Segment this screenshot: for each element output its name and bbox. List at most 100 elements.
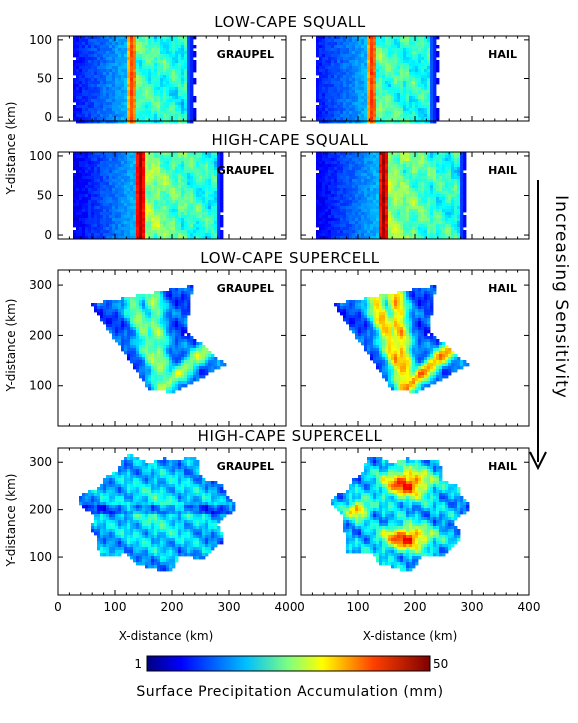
heatmap-cell (103, 93, 107, 97)
heatmap-cell (103, 114, 107, 118)
heatmap-cell (373, 78, 377, 82)
heatmap-cell (403, 158, 407, 162)
heatmap-cell (316, 152, 320, 156)
heatmap-cell (97, 120, 101, 124)
heatmap-cell (388, 155, 392, 159)
heatmap-cell (316, 99, 320, 103)
heatmap-cell (124, 81, 128, 85)
heatmap-cell (172, 188, 176, 192)
heatmap-cell (178, 236, 182, 240)
heatmap-cell (157, 42, 161, 46)
heatmap-cell (322, 209, 326, 213)
heatmap-cell (379, 203, 383, 207)
heatmap-cell (406, 114, 410, 118)
heatmap-cell (448, 164, 452, 168)
heatmap-cell (118, 203, 122, 207)
heatmap-cell (163, 117, 167, 121)
heatmap-cell (142, 206, 146, 210)
heatmap-cell (190, 120, 194, 124)
heatmap-cell (388, 185, 392, 189)
heatmap-cell (367, 117, 371, 121)
heatmap-cell (322, 39, 326, 43)
heatmap-cell (139, 161, 143, 165)
heatmap-cell (130, 42, 134, 46)
heatmap-cell (385, 105, 389, 109)
heatmap-cell (103, 200, 107, 204)
heatmap-cell (169, 161, 173, 165)
heatmap-cell (352, 72, 356, 76)
heatmap-cell (148, 81, 152, 85)
heatmap-cell (406, 164, 410, 168)
heatmap-cell (364, 75, 368, 79)
heatmap-cell (385, 81, 389, 85)
heatmap-cell (181, 224, 185, 228)
heatmap-cell (142, 212, 146, 216)
heatmap-cell (169, 90, 173, 94)
heatmap-cell (355, 155, 359, 159)
heatmap-cell (163, 191, 167, 195)
heatmap-cell (427, 105, 431, 109)
heatmap-cell (199, 170, 203, 174)
heatmap-cell (121, 197, 125, 201)
heatmap-cell (421, 170, 425, 174)
heatmap-cell (76, 173, 80, 177)
heatmap-cell (151, 114, 155, 118)
heatmap-cell (97, 176, 101, 180)
heatmap-cell (178, 170, 182, 174)
heatmap-cell (397, 54, 401, 58)
heatmap-cell (367, 179, 371, 183)
heatmap-cell (91, 111, 95, 115)
heatmap-cell (430, 63, 434, 67)
heatmap-cell (145, 194, 149, 198)
heatmap-cell (139, 48, 143, 52)
heatmap-cell (433, 179, 437, 183)
heatmap-cell (133, 227, 137, 231)
heatmap-cell (124, 215, 128, 219)
heatmap-cell (457, 155, 461, 159)
heatmap-cell (343, 48, 347, 52)
heatmap-cell (322, 111, 326, 115)
heatmap-cell (346, 102, 350, 106)
heatmap-cell (376, 66, 380, 70)
heatmap-cell (145, 218, 149, 222)
heatmap-cell (412, 179, 416, 183)
heatmap-cell (133, 188, 137, 192)
heatmap-cell (424, 182, 428, 186)
heatmap-cell (184, 212, 188, 216)
heatmap-cell (322, 51, 326, 55)
heatmap-cell (163, 212, 167, 216)
heatmap-cell (214, 191, 218, 195)
heatmap-cell (421, 45, 425, 49)
heatmap-cell (370, 182, 374, 186)
heatmap-cell (109, 36, 113, 40)
heatmap-cell (382, 167, 386, 171)
heatmap-cell (184, 72, 188, 76)
heatmap-cell (370, 176, 374, 180)
heatmap-cell (133, 218, 137, 222)
heatmap-cell (169, 200, 173, 204)
heatmap-cell (91, 203, 95, 207)
heatmap-cell (73, 191, 77, 195)
heatmap-cell (97, 45, 101, 49)
heatmap-cell (148, 87, 152, 91)
heatmap-cell (370, 111, 374, 115)
heatmap-cell (418, 66, 422, 70)
heatmap-cell (157, 48, 161, 52)
heatmap-cell (451, 194, 455, 198)
heatmap-cell (85, 155, 89, 159)
heatmap-cell (82, 105, 86, 109)
heatmap-cell (448, 170, 452, 174)
heatmap-cell (112, 191, 116, 195)
row-title-high-cape-squall: HIGH-CAPE SQUALL (212, 131, 369, 149)
heatmap-cell (376, 72, 380, 76)
heatmap-cell (397, 173, 401, 177)
heatmap-cell (136, 155, 140, 159)
heatmap-cell (181, 200, 185, 204)
heatmap-cell (397, 102, 401, 106)
heatmap-cell (415, 164, 419, 168)
heatmap-cell (331, 54, 335, 58)
heatmap-cell (187, 36, 191, 40)
heatmap-cell (94, 215, 98, 219)
heatmap-cell (343, 200, 347, 204)
heatmap-cell (115, 200, 119, 204)
